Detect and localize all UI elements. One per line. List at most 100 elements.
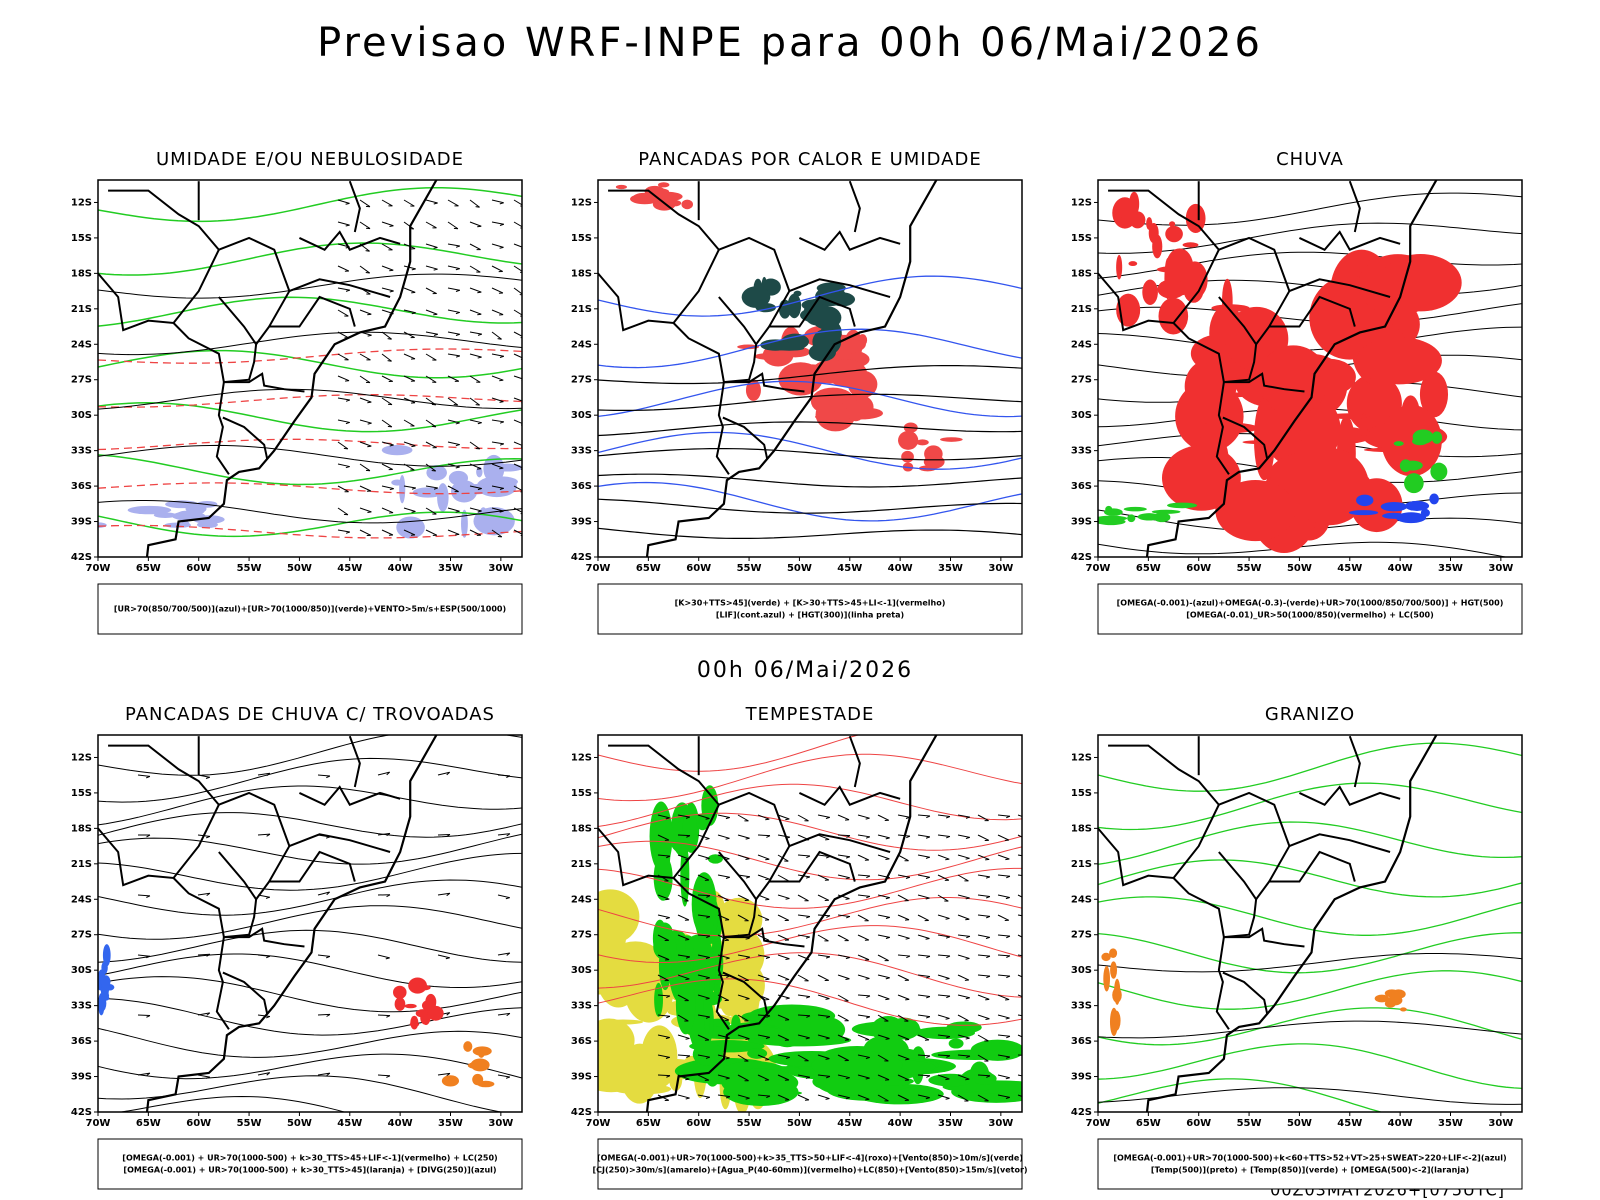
rain-shade [1348, 510, 1379, 516]
rain-shade [1193, 431, 1229, 491]
rain-shade [1166, 502, 1198, 509]
wind-vector-head [506, 775, 511, 778]
wind-vector-head [945, 1097, 950, 1100]
wind-vector [425, 397, 437, 406]
wind-vector [697, 894, 711, 897]
wind-vector-head [845, 978, 850, 980]
wind-vector-head [845, 856, 851, 859]
lon-label: 40W [388, 563, 413, 574]
lat-label: 15S [571, 788, 592, 799]
wind-vector [997, 834, 1010, 841]
wind-vector [697, 1094, 710, 1098]
divergence-shade [100, 975, 111, 988]
rain-shade [1183, 274, 1204, 303]
rain-shade [1157, 279, 1186, 299]
wind-vector [777, 954, 790, 960]
wind-shade [658, 940, 672, 991]
thickness-contour [98, 348, 522, 364]
wind-vector [957, 934, 970, 937]
wind-vector [403, 397, 416, 404]
lif-contour [598, 481, 1022, 522]
wind-vector-head [945, 858, 950, 861]
wind-vector-head [205, 1076, 210, 1079]
wind-vector-head [1006, 875, 1011, 879]
lon-label: 30W [1488, 1118, 1513, 1129]
border [348, 180, 361, 233]
wind-vector-head [326, 955, 331, 959]
border [718, 236, 791, 328]
wind-vector [977, 854, 990, 860]
wind-vector [513, 287, 522, 295]
wind-vector [469, 507, 482, 512]
lat-label: 15S [71, 233, 92, 244]
lat-label: 12S [571, 197, 592, 208]
wind-vector-head [765, 898, 770, 901]
border [1218, 236, 1291, 328]
coastline [145, 180, 438, 557]
streamline [98, 785, 522, 826]
rain-shade [1419, 371, 1449, 418]
wind-shade [898, 1086, 942, 1101]
wind-vector [917, 1094, 930, 1099]
wind-vector [857, 954, 870, 961]
wind-vector [497, 833, 510, 836]
lon-label: 55W [737, 1118, 762, 1129]
wind-vector [977, 1014, 990, 1020]
wind-vector [437, 892, 450, 896]
wind-vector-head [367, 511, 372, 514]
wind-vector-head [477, 313, 482, 316]
lat-label: 42S [71, 552, 92, 563]
wind-vector [737, 1074, 749, 1082]
wind-vector-head [433, 247, 438, 249]
wind-vector [837, 834, 851, 837]
wind-vector-head [266, 955, 271, 959]
map-area [1098, 735, 1522, 1112]
wind-vector-head [985, 1018, 990, 1020]
lat-label: 33S [571, 446, 592, 457]
wind-vector [469, 441, 481, 450]
isobar [98, 331, 522, 356]
wind-vector [491, 353, 504, 357]
wind-shade [703, 974, 711, 1037]
height-contour [598, 365, 1022, 385]
wind-vector [977, 814, 989, 822]
wind-vector [403, 419, 415, 427]
wind-vector [469, 265, 481, 273]
wind-vector-head [386, 1075, 391, 1078]
border [348, 735, 361, 788]
wind-vector [657, 954, 670, 961]
wind-vector [381, 397, 393, 406]
wind-vector [937, 874, 950, 881]
wind-vector [197, 1012, 210, 1016]
wind-vector [697, 974, 710, 979]
wind-vector [717, 1094, 730, 1098]
wind-vector [817, 894, 829, 901]
wind-vector-head [846, 915, 851, 919]
wind-vector-head [686, 1055, 691, 1058]
wind-vector [997, 934, 1010, 937]
wind-vector-head [766, 1095, 771, 1099]
wind-vector [377, 1014, 391, 1017]
wind-vector [337, 265, 350, 272]
omega-shade [1109, 948, 1118, 959]
wind-vector [897, 974, 910, 981]
wind-vector-head [146, 1072, 151, 1076]
legend-text: [LIF](cont.azul) + [HGT(300)](linha pret… [716, 611, 904, 620]
wind-vector [381, 265, 394, 271]
height-contour [1098, 541, 1509, 557]
wind-vector-head [926, 955, 931, 959]
wind-vector [377, 1074, 391, 1077]
wind-vector [857, 914, 869, 922]
rain-shade [1430, 462, 1448, 481]
thickness-contour [98, 394, 522, 408]
lat-label: 21S [571, 304, 592, 315]
date-subtitle: 00h 06/Mai/2026 [697, 658, 913, 683]
wind-vector [447, 397, 459, 406]
map-area [1098, 180, 1522, 557]
wind-vector [917, 1034, 930, 1041]
wind-vector-head [665, 817, 670, 820]
wind-vector [657, 834, 670, 841]
wind-vector [337, 309, 349, 317]
wind-vector-head [865, 1077, 870, 1080]
